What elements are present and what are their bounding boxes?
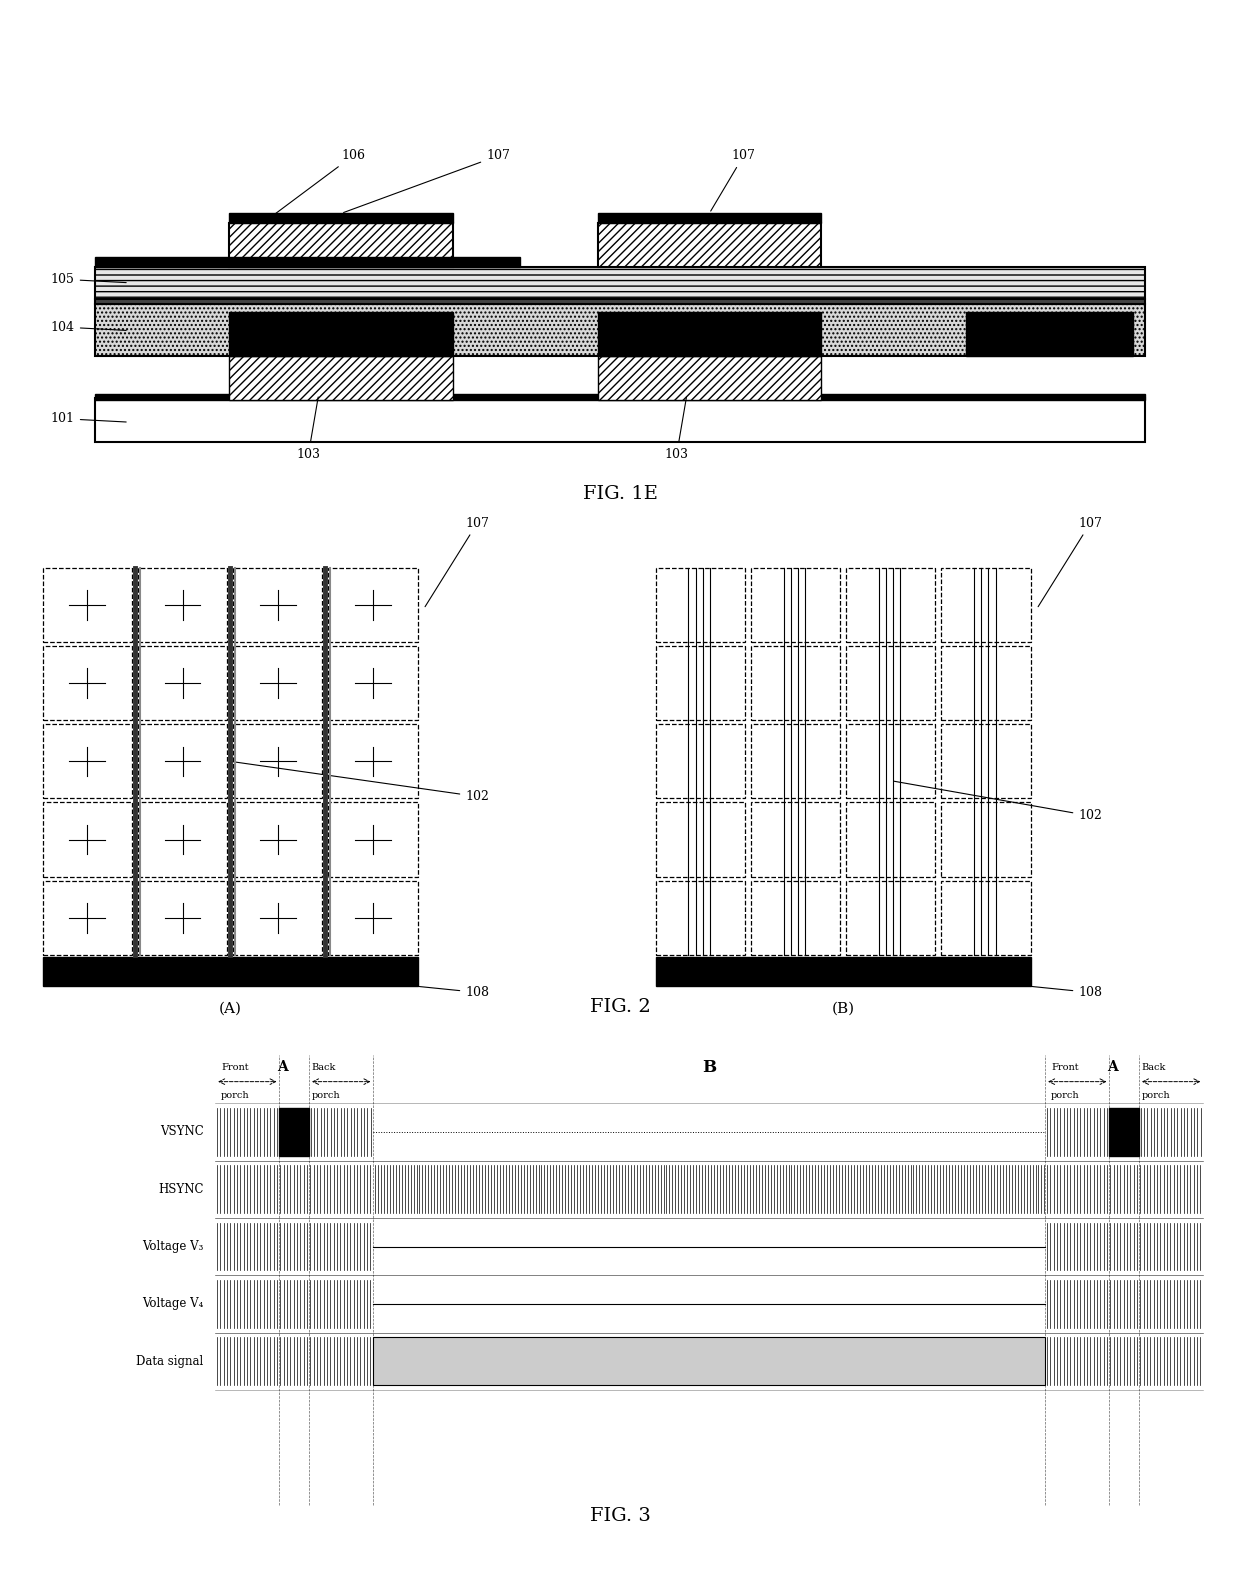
Text: (A): (A) [218,1002,242,1015]
Text: 107: 107 [425,516,489,607]
Bar [138,803,227,876]
Bar [373,1338,1045,1384]
Text: Data signal: Data signal [136,1354,203,1368]
Bar [656,725,745,798]
Text: 108: 108 [270,972,490,999]
Bar [656,647,745,720]
Bar [95,304,1145,355]
Bar [941,725,1030,798]
Bar [329,569,418,642]
Bar [95,266,1145,298]
Bar [656,881,745,954]
Bar [846,569,935,642]
Bar [846,803,935,876]
Bar [598,355,821,400]
Text: 107: 107 [711,150,755,212]
Bar [751,725,841,798]
Text: 102: 102 [894,781,1102,822]
Bar [966,312,1133,355]
Bar [233,725,322,798]
Bar [598,312,821,355]
Text: 101: 101 [51,413,126,425]
Text: Front: Front [1052,1063,1079,1072]
Bar [1110,1109,1140,1157]
Text: FIG. 3: FIG. 3 [589,1507,651,1526]
Bar [42,647,131,720]
Bar [138,725,227,798]
Text: 107: 107 [1038,516,1102,607]
Text: porch: porch [221,1091,249,1099]
Bar [598,213,821,223]
Text: Voltage V₃: Voltage V₃ [143,1239,203,1254]
Text: porch: porch [1142,1091,1171,1099]
Text: B: B [702,1059,717,1075]
Bar [656,569,745,642]
Text: 108: 108 [883,972,1102,999]
Text: (B): (B) [832,1002,854,1015]
Bar [598,223,821,266]
Bar [941,569,1030,642]
Bar [846,647,935,720]
Bar [656,803,745,876]
Text: 103: 103 [665,397,688,460]
Bar [751,881,841,954]
Bar [751,647,841,720]
Bar [751,569,841,642]
Bar [329,881,418,954]
Bar [95,256,520,266]
Bar [229,312,453,355]
Bar [329,803,418,876]
Bar [42,569,131,642]
Text: A: A [277,1061,288,1074]
Bar [138,881,227,954]
Bar [233,647,322,720]
Bar [846,725,935,798]
Text: Front: Front [221,1063,249,1072]
Bar [279,1109,309,1157]
Bar [42,957,418,986]
Text: VSYNC: VSYNC [160,1125,203,1139]
Text: A: A [1107,1061,1117,1074]
Bar [329,647,418,720]
Bar [941,881,1030,954]
Bar [42,803,131,876]
Bar [233,569,322,642]
Bar [233,881,322,954]
Text: FIG. 2: FIG. 2 [590,999,650,1016]
Text: 107: 107 [343,150,510,212]
Bar [229,223,453,266]
Text: HSYNC: HSYNC [157,1182,203,1196]
Text: 104: 104 [51,320,126,333]
Text: FIG. 1E: FIG. 1E [583,484,657,503]
Bar [95,398,1145,441]
Bar [233,803,322,876]
Bar [95,393,1145,400]
Text: Voltage V₄: Voltage V₄ [143,1297,203,1311]
Text: 103: 103 [296,397,320,460]
Bar [751,803,841,876]
Text: 105: 105 [51,272,126,285]
Bar [138,647,227,720]
Text: Back: Back [311,1063,336,1072]
Bar [229,213,453,223]
Text: Back: Back [1142,1063,1166,1072]
Bar [95,298,1145,304]
Text: porch: porch [311,1091,340,1099]
Bar [42,725,131,798]
Bar [941,647,1030,720]
Bar [42,881,131,954]
Text: porch: porch [1052,1091,1080,1099]
Bar [329,725,418,798]
Bar [656,957,1030,986]
Bar [846,881,935,954]
Text: 102: 102 [233,761,489,803]
Bar [138,569,227,642]
Bar [941,803,1030,876]
Bar [229,355,453,400]
Text: 106: 106 [265,150,365,221]
